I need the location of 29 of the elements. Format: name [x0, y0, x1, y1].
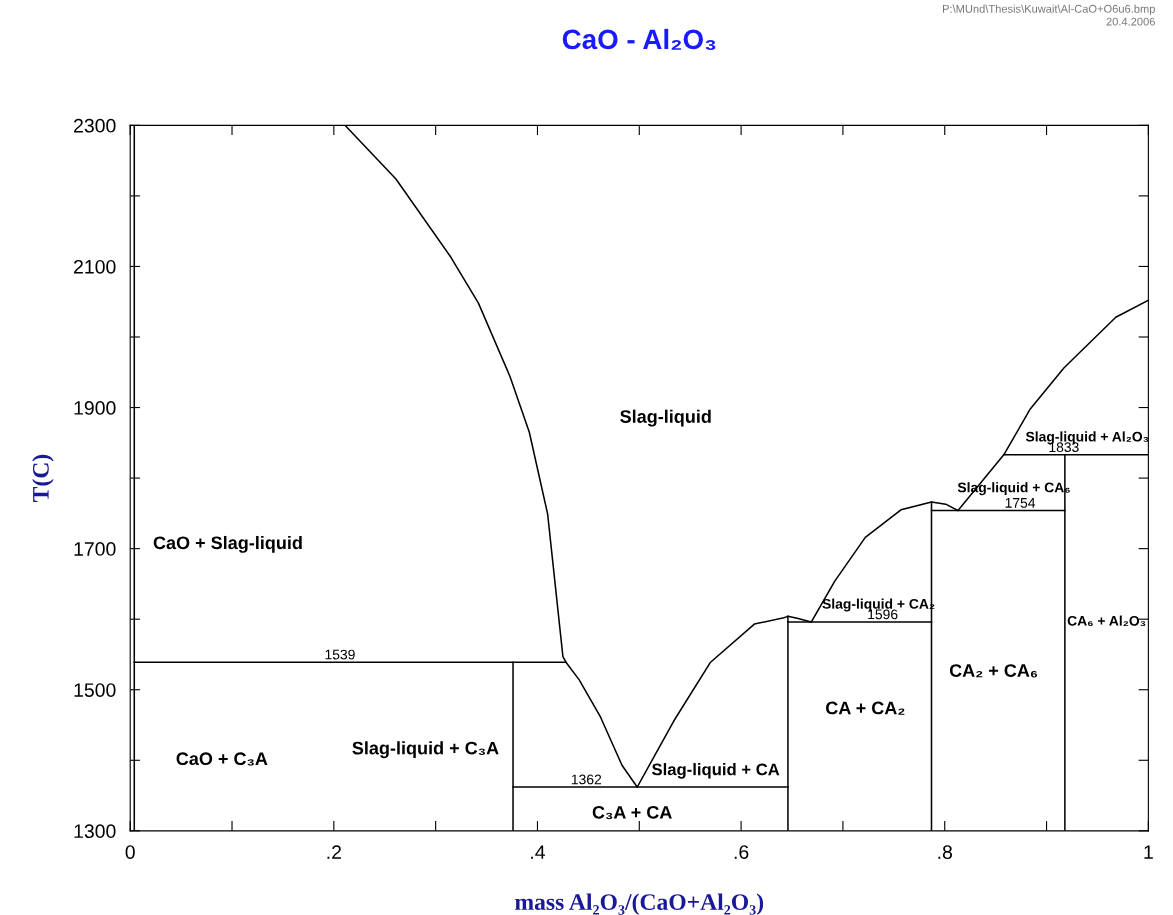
annotation: 1362: [571, 774, 602, 785]
x-tick-label: .6: [734, 845, 749, 859]
annotation: 1754: [1005, 498, 1036, 508]
y-tick-label: 1500: [74, 683, 116, 697]
x-tick-label: 1: [1144, 845, 1153, 859]
annotation: Slag-liquid + CA: [652, 763, 780, 779]
annotation: CA + CA₂: [826, 701, 905, 715]
annotation: 1539: [325, 649, 355, 660]
annotation: C₃A + CA: [592, 805, 672, 820]
y-tick-label: 1900: [74, 401, 116, 415]
x-tick-label: 0: [125, 845, 135, 859]
y-tick-label: 2100: [74, 259, 116, 274]
x-tick-label: .8: [938, 845, 952, 859]
text: P:\MUnd\Thesis\Kuwait\Al-CaO+O6u6.bmp: [942, 4, 1155, 15]
y-tick-label: 1300: [74, 824, 116, 839]
annotation: Slag-liquid + C₃A: [352, 741, 499, 759]
x-tick-label: .2: [327, 845, 341, 859]
annotation: CaO + C₃A: [176, 752, 268, 766]
annotation: CaO + Slag-liquid: [153, 535, 302, 553]
x-axis-title: mass Al₂O₃/(CaO+Al₂O₃): [515, 893, 764, 915]
annotation: CA₆ + Al₂O₃: [1067, 615, 1146, 627]
x-tick-label: .4: [531, 845, 546, 859]
y-tick-label: 2300: [74, 118, 116, 133]
annotation: CA₂ + CA₆: [949, 664, 1038, 678]
chart-title: CaO - Al₂O₃: [562, 28, 716, 50]
y-axis-title: T(C): [32, 454, 54, 502]
text: 20.4.2006: [1106, 17, 1155, 26]
annotation: Slag-liquid: [620, 409, 711, 427]
y-tick-label: 1700: [74, 542, 116, 556]
